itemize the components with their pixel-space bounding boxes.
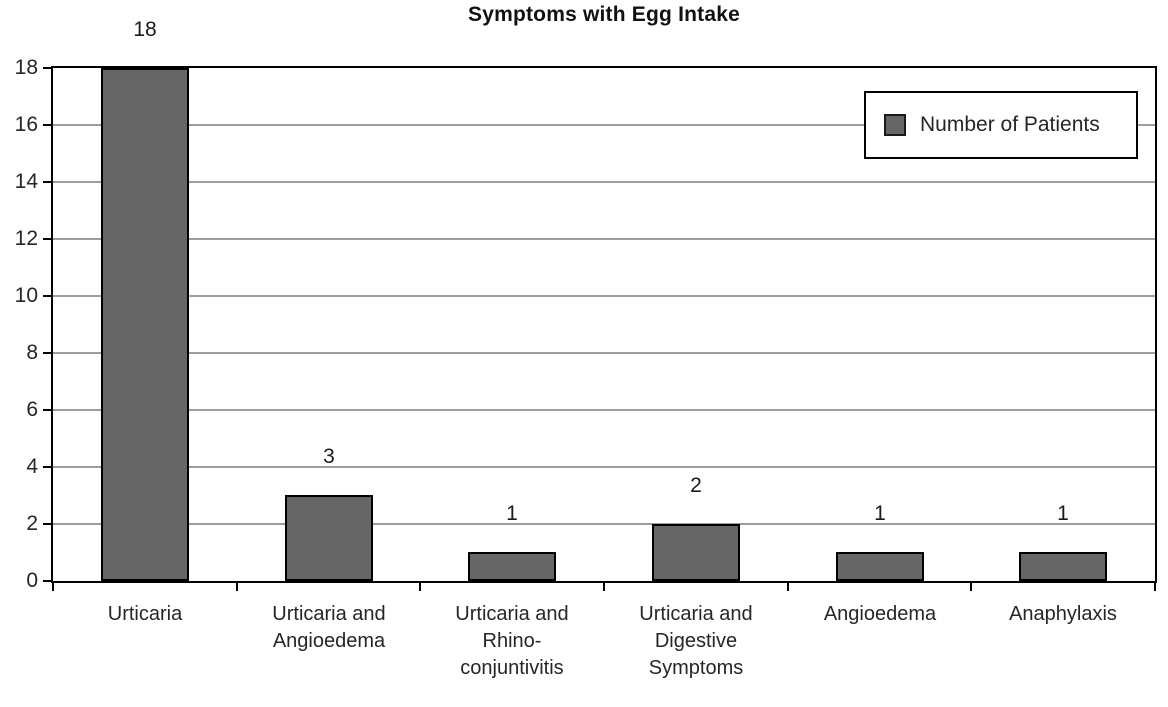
gridline <box>53 181 1155 183</box>
gridline <box>53 238 1155 240</box>
x-axis-category-label: Anaphylaxis <box>1009 603 1117 625</box>
legend: Number of Patients <box>864 91 1138 159</box>
x-axis-category-label: Urticaria and Rhino- conjuntivitis <box>455 603 569 679</box>
y-axis-tick-label: 6 <box>26 398 38 421</box>
gridline <box>53 124 1155 126</box>
gridline <box>53 295 1155 297</box>
chart-title: Symptoms with Egg Intake <box>467 3 740 26</box>
x-axis-tick-mark <box>970 583 972 591</box>
legend-label: Number of Patients <box>920 113 1100 136</box>
y-axis-tick-label: 12 <box>14 227 38 250</box>
y-axis-tick-mark <box>43 409 51 411</box>
y-axis-tick-label: 0 <box>26 569 38 592</box>
x-axis-tick-mark <box>787 583 789 591</box>
x-axis-tick-mark <box>603 583 605 591</box>
y-axis-tick-mark <box>43 580 51 582</box>
y-axis-tick-label: 10 <box>14 284 38 307</box>
bar-value-label: 2 <box>690 474 702 497</box>
bar <box>652 524 740 581</box>
x-axis-category-label: Urticaria and Digestive Symptoms <box>639 603 753 679</box>
y-axis-tick-label: 14 <box>14 170 38 193</box>
bar <box>101 68 189 581</box>
x-axis-category-label: Urticaria and Angioedema <box>272 603 386 652</box>
x-axis-tick-mark <box>236 583 238 591</box>
gridline <box>53 523 1155 525</box>
x-axis-tick-mark <box>52 583 54 591</box>
y-axis-tick-mark <box>43 466 51 468</box>
y-axis-tick-mark <box>43 181 51 183</box>
bar-value-label: 3 <box>323 445 335 468</box>
bar-value-label: 18 <box>133 18 157 41</box>
y-axis-tick-label: 2 <box>26 512 38 535</box>
bar-value-label: 1 <box>1057 502 1069 525</box>
x-axis-category-label: Angioedema <box>823 603 937 625</box>
bar <box>468 552 556 581</box>
x-axis-category-label: Urticaria <box>107 603 183 625</box>
x-axis-tick-mark <box>419 583 421 591</box>
bar <box>285 495 373 581</box>
gridline <box>53 409 1155 411</box>
bar <box>1019 552 1107 581</box>
y-axis-tick-mark <box>43 124 51 126</box>
bar-value-label: 1 <box>506 502 518 525</box>
y-axis-tick-mark <box>43 523 51 525</box>
y-axis-tick-label: 18 <box>14 56 38 79</box>
y-axis-tick-mark <box>43 295 51 297</box>
y-axis-tick-mark <box>43 352 51 354</box>
gridline <box>53 466 1155 468</box>
bar-value-label: 1 <box>874 502 886 525</box>
y-axis-tick-label: 16 <box>14 113 38 136</box>
y-axis-tick-mark <box>43 67 51 69</box>
y-axis-tick-mark <box>43 238 51 240</box>
legend-swatch-icon <box>884 114 906 136</box>
y-axis-tick-label: 8 <box>26 341 38 364</box>
x-axis-tick-mark <box>1154 583 1156 591</box>
y-axis-tick-label: 4 <box>26 455 38 478</box>
bar <box>836 552 924 581</box>
gridline <box>53 352 1155 354</box>
